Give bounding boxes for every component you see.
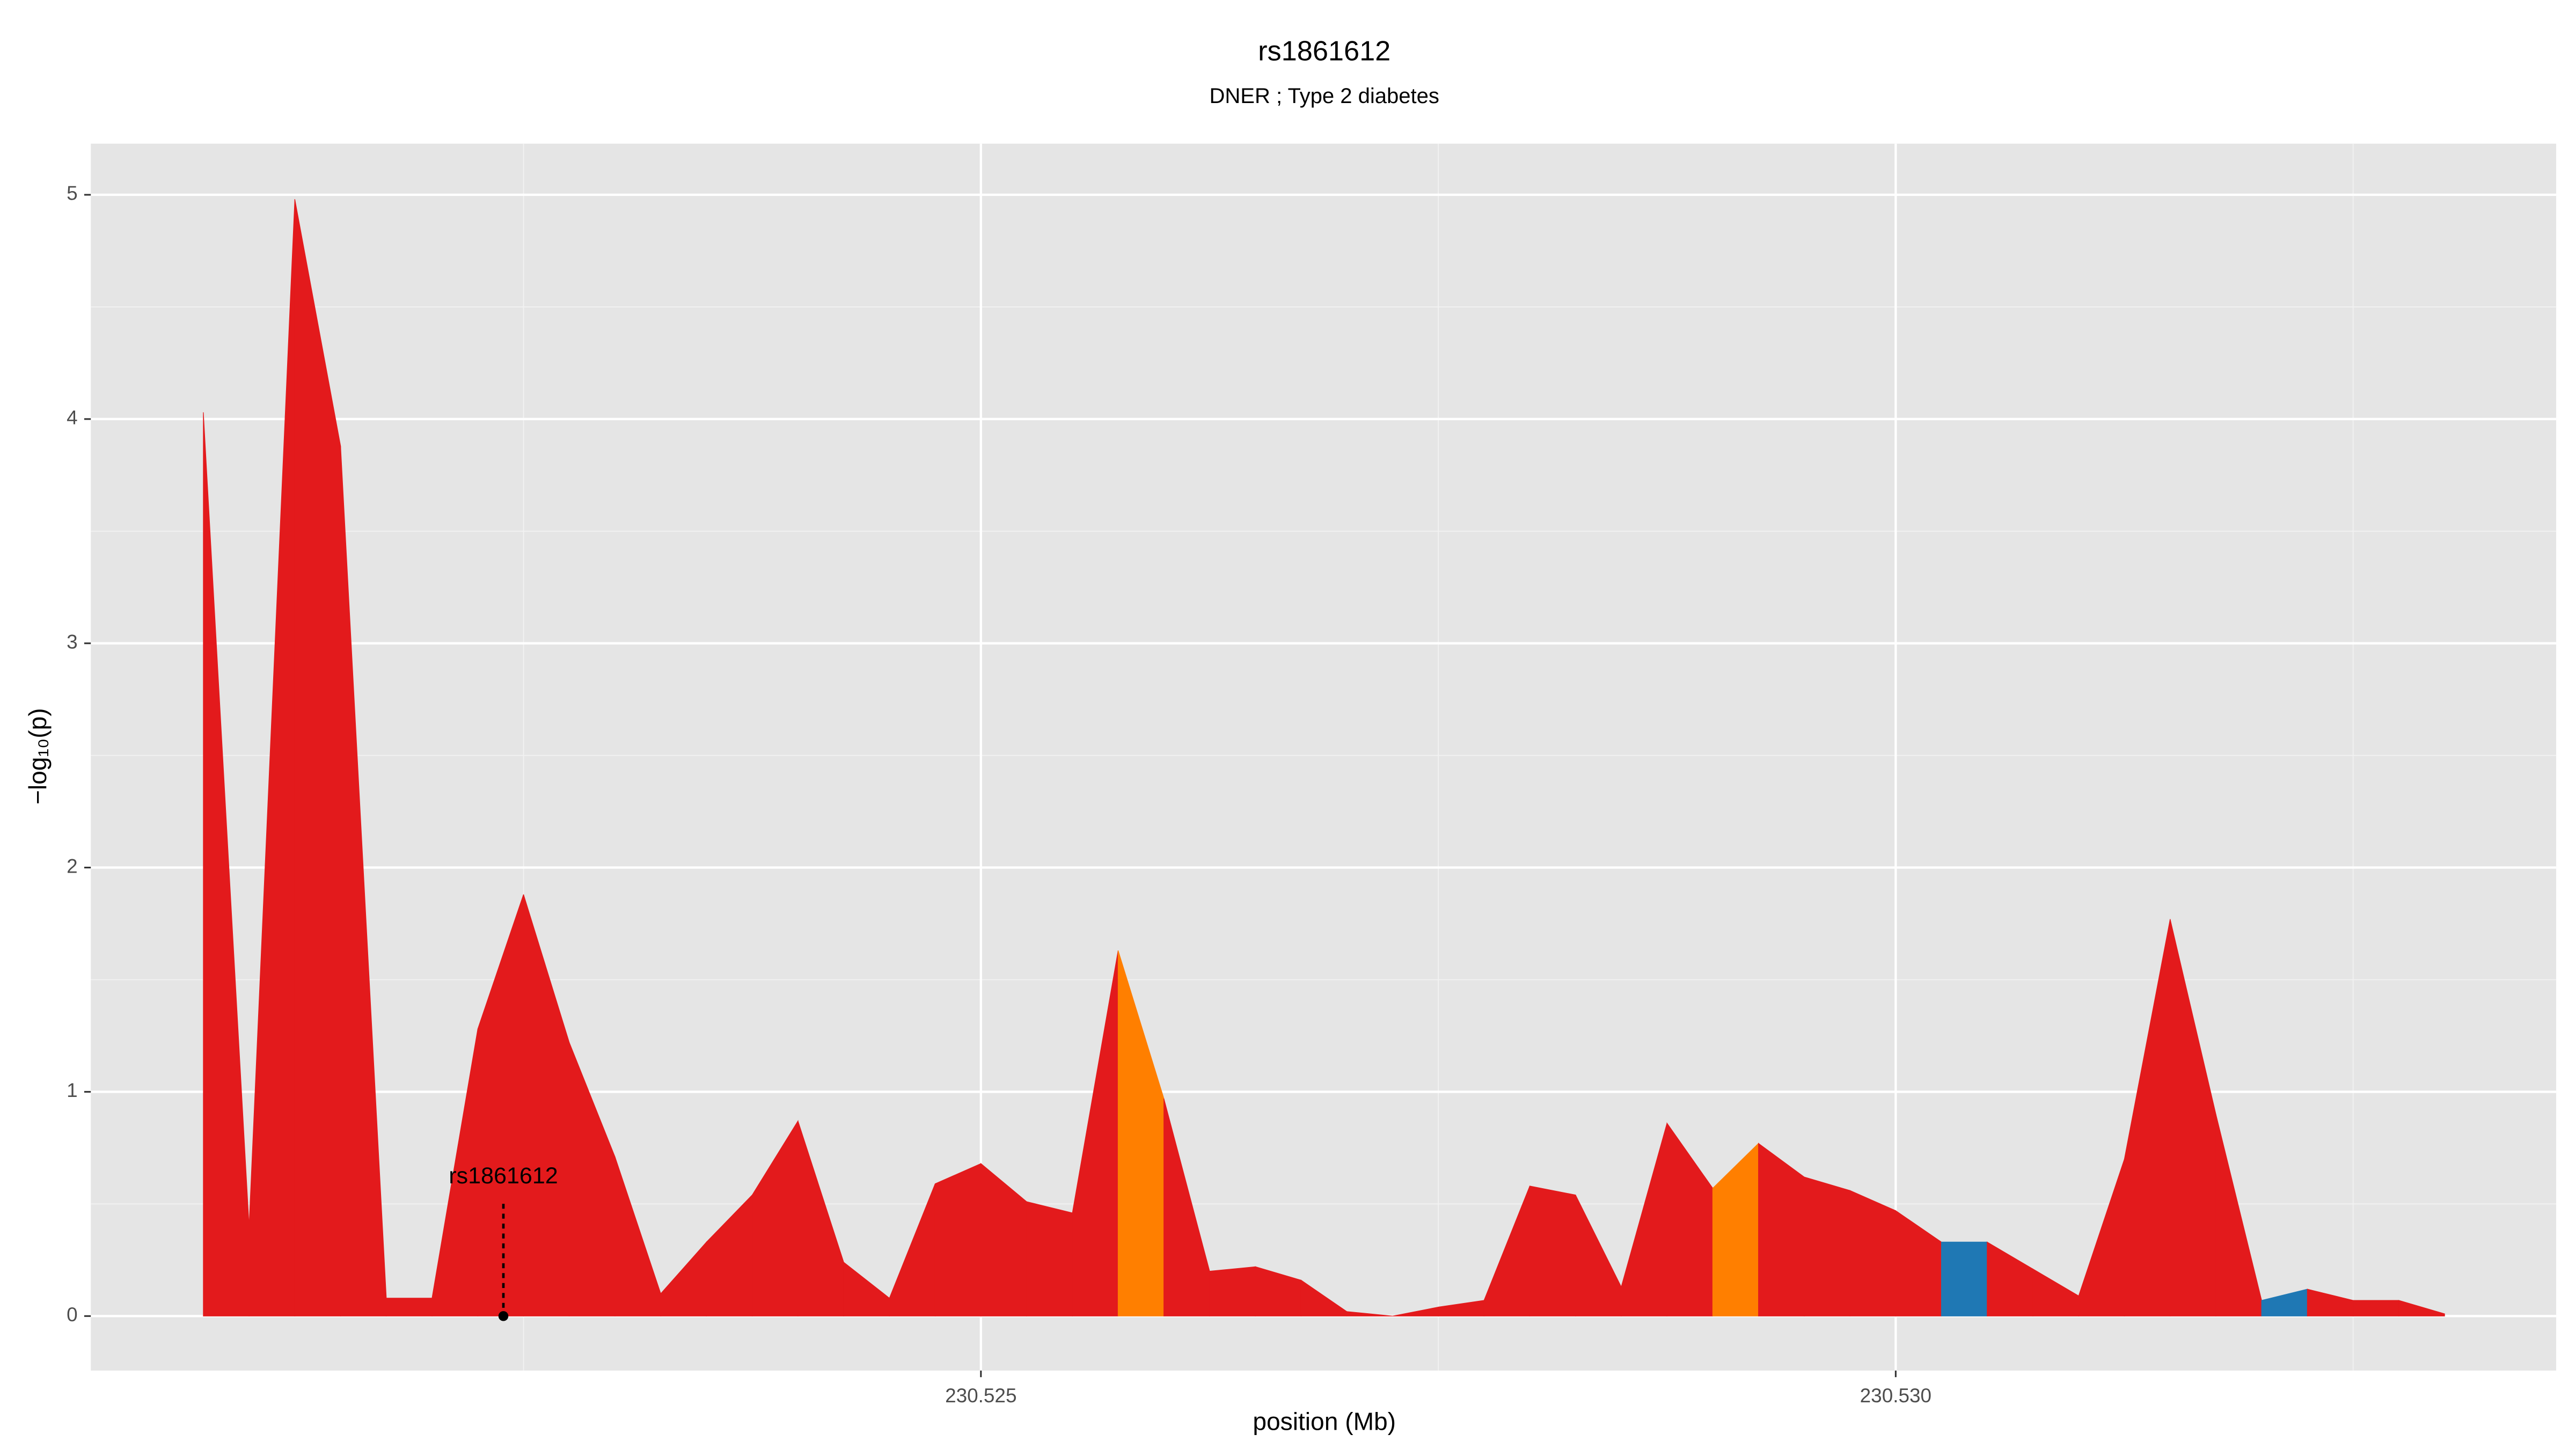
chart-subtitle: DNER ; Type 2 diabetes bbox=[1209, 84, 1439, 108]
area-segment bbox=[1346, 1311, 1393, 1316]
y-tick-label: 4 bbox=[67, 407, 78, 429]
y-axis-label: −log₁₀(p) bbox=[24, 708, 52, 804]
annotation-label: rs1861612 bbox=[449, 1163, 558, 1189]
area-segment bbox=[934, 1163, 982, 1316]
area-segment bbox=[1941, 1241, 1988, 1316]
area-segment bbox=[1209, 1266, 1256, 1316]
y-tick-label: 0 bbox=[67, 1304, 78, 1326]
chart-title: rs1861612 bbox=[1258, 35, 1391, 67]
area-segment bbox=[1804, 1176, 1850, 1316]
x-tick-label: 230.530 bbox=[1860, 1385, 1931, 1407]
area-segment bbox=[2353, 1300, 2399, 1316]
x-axis-label: position (Mb) bbox=[1253, 1407, 1396, 1435]
area-segment bbox=[1529, 1185, 1576, 1316]
y-tick-label: 2 bbox=[67, 855, 78, 877]
area-segment bbox=[2398, 1300, 2445, 1316]
y-tick-label: 3 bbox=[67, 631, 78, 653]
area-segment bbox=[1026, 1201, 1073, 1316]
area-segment bbox=[386, 1298, 433, 1316]
y-tick-label: 1 bbox=[67, 1079, 78, 1101]
area-segment bbox=[1849, 1190, 1896, 1316]
x-tick-label: 230.525 bbox=[945, 1385, 1016, 1407]
y-tick-label: 5 bbox=[67, 182, 78, 204]
annotation-point bbox=[498, 1311, 509, 1321]
